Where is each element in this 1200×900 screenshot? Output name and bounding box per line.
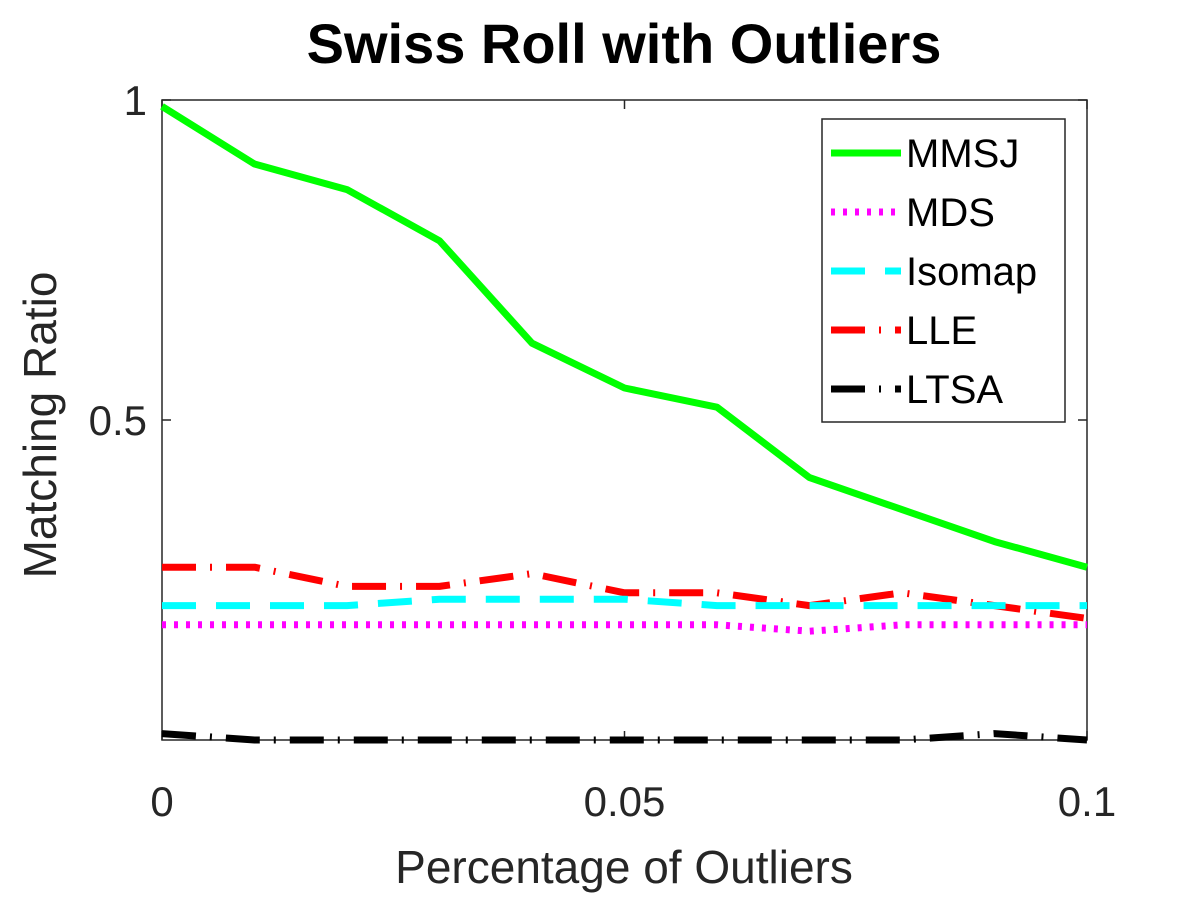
series-line-isomap xyxy=(162,595,1087,610)
x-tick-label: 0 xyxy=(150,778,173,825)
series-line-ltsa xyxy=(161,730,1088,744)
y-tick-label: 1 xyxy=(124,77,147,124)
legend-label-mds: MDS xyxy=(906,191,995,235)
y-axis-label: Matching Ratio xyxy=(14,272,66,579)
series-line-mds xyxy=(162,621,1087,635)
legend-label-ltsa: LTSA xyxy=(906,368,1003,412)
y-tick-label: 0.5 xyxy=(89,397,147,444)
x-axis-label: Percentage of Outliers xyxy=(395,841,853,893)
series-line-lle xyxy=(162,563,1088,622)
x-tick-label: 0.05 xyxy=(584,778,666,825)
legend: MMSJ MDS Isomap LLE LTSA xyxy=(821,118,1066,423)
series-line-mmsj xyxy=(160,103,1088,571)
plot-area: 0 0.05 0.1 0.5 1 xyxy=(89,77,1117,825)
legend-label-mmsj: MMSJ xyxy=(906,132,1019,176)
chart-title: Swiss Roll with Outliers xyxy=(307,12,942,75)
legend-label-lle: LLE xyxy=(906,309,977,353)
legend-label-isomap: Isomap xyxy=(906,250,1037,294)
x-tick-label: 0.1 xyxy=(1058,778,1116,825)
